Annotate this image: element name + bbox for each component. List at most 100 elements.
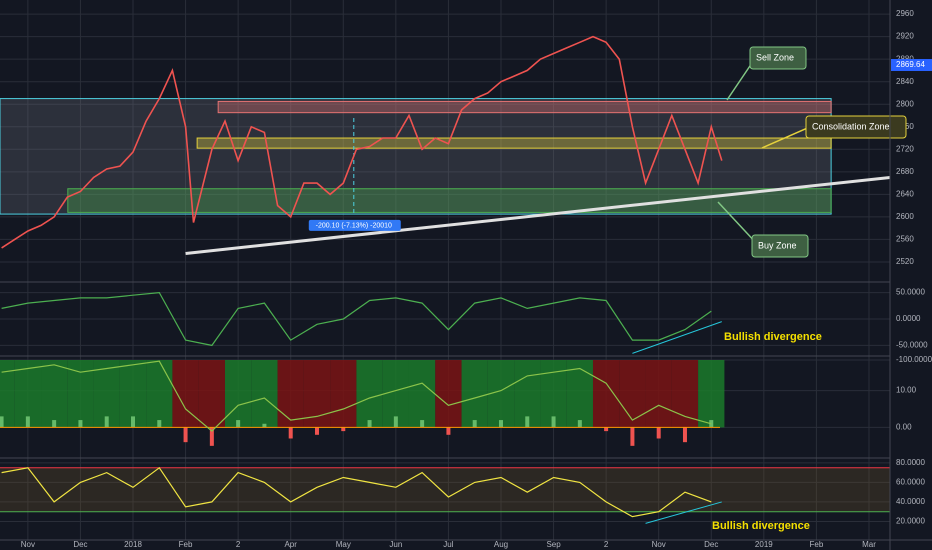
regime-band <box>382 360 409 428</box>
y-tick-label: 2920 <box>896 32 914 41</box>
histogram-bar <box>209 427 214 446</box>
price-tag-label: 2869.64 <box>896 60 925 69</box>
regime-band <box>435 360 462 428</box>
histogram-bar <box>393 416 398 428</box>
histogram-bar <box>236 420 241 428</box>
zone <box>217 100 832 114</box>
divergence-line <box>645 501 722 524</box>
histogram-bar <box>314 427 319 435</box>
range-box <box>0 98 832 215</box>
callout-label: Sell Zone <box>756 52 794 62</box>
y-tick-label: -100.0000 <box>896 355 932 364</box>
regime-band <box>330 360 357 428</box>
x-tick-label: Dec <box>704 540 718 549</box>
y-tick-label: 2800 <box>896 99 914 108</box>
regime-band <box>356 360 383 428</box>
x-tick-label: Sep <box>546 540 561 549</box>
histogram-bar <box>157 420 162 428</box>
regime-band <box>619 360 646 428</box>
regime-band <box>461 360 488 428</box>
x-tick-label: Aug <box>494 540 508 549</box>
histogram-bar <box>498 420 503 428</box>
x-tick-label: 2018 <box>124 540 142 549</box>
regime-band <box>514 360 541 428</box>
histogram-bar <box>341 427 346 432</box>
callout-label: Consolidation Zone <box>812 121 890 131</box>
regime-band <box>671 360 699 428</box>
regime-band <box>93 360 120 428</box>
regime-band <box>198 360 225 428</box>
x-tick-label: Nov <box>652 540 666 549</box>
y-tick-label: -50.0000 <box>896 341 928 350</box>
histogram-bar <box>472 420 477 428</box>
series-line <box>1 360 712 432</box>
x-tick-label: 2 <box>604 540 609 549</box>
y-tick-label: 2520 <box>896 257 914 266</box>
y-tick-label: 10.00 <box>896 386 917 395</box>
band-fill <box>0 467 890 512</box>
callout-label: Buy Zone <box>758 240 797 250</box>
x-tick-label: Dec <box>73 540 87 549</box>
zone <box>67 188 832 213</box>
histogram-bar <box>577 420 582 428</box>
histogram-bar <box>288 427 293 439</box>
y-tick-label: 0.00 <box>896 423 912 432</box>
histogram-bar <box>183 427 188 443</box>
histogram-bar <box>551 416 556 428</box>
layer: Nov Dec 2018 Feb 2 Apr May Jun Jul Aug Sep 2 Nov Dec 2… <box>0 9 932 549</box>
regime-band <box>251 360 278 428</box>
zone <box>196 137 832 149</box>
y-tick-label: 20.0000 <box>896 517 925 526</box>
regime-band <box>41 360 68 428</box>
y-tick-label: 2880 <box>896 54 914 63</box>
y-tick-label: 2640 <box>896 189 914 198</box>
callout-box <box>749 46 807 70</box>
price-tag <box>891 58 932 71</box>
x-tick-label: Apr <box>284 540 297 549</box>
y-tick-label: 2560 <box>896 235 914 244</box>
histogram-bar <box>446 427 451 435</box>
x-tick-label: Mar <box>862 540 876 549</box>
regime-band <box>146 360 173 428</box>
histogram-bar <box>0 416 4 428</box>
x-tick-label: Jun <box>389 540 402 549</box>
regime-band <box>645 360 672 428</box>
histogram-bar <box>656 427 661 439</box>
y-tick-label: 2680 <box>896 167 914 176</box>
x-tick-label: Jul <box>443 540 453 549</box>
histogram-bar <box>52 420 57 428</box>
callout-box <box>751 234 809 258</box>
histogram-bar <box>262 423 267 428</box>
x-tick-label: 2 <box>236 540 241 549</box>
annotation: Bullish divergence <box>724 331 822 343</box>
y-tick-label: 2840 <box>896 77 914 86</box>
y-tick-label: 0.0000 <box>896 314 921 323</box>
y-tick-label: 2960 <box>896 9 914 18</box>
callout-pointer <box>717 201 759 246</box>
histogram-bar <box>367 420 372 428</box>
y-tick-label: 50.0000 <box>896 288 925 297</box>
histogram-bar <box>131 416 136 428</box>
measure-box <box>308 219 401 231</box>
x-tick-label: Feb <box>810 540 824 549</box>
y-tick-label: 2600 <box>896 212 914 221</box>
histogram-bar <box>682 427 687 443</box>
regime-band <box>592 360 620 428</box>
series-line <box>1 291 712 347</box>
grid <box>0 0 890 540</box>
histogram-bar <box>78 420 83 428</box>
regime-band <box>698 360 725 428</box>
histogram-bar <box>420 420 425 428</box>
regime-band <box>0 360 15 428</box>
y-tick-label: 2720 <box>896 144 914 153</box>
regime-band <box>566 360 593 428</box>
trendline <box>185 175 891 256</box>
regime-band <box>487 360 515 428</box>
regime-band <box>408 360 436 428</box>
histogram-bar <box>104 416 109 428</box>
x-tick-label: 2019 <box>755 540 773 549</box>
y-tick-label: 80.0000 <box>896 458 925 467</box>
x-tick-label: Feb <box>179 540 193 549</box>
measure-label: -200.10 (-7.13%) -20010 <box>316 223 392 230</box>
